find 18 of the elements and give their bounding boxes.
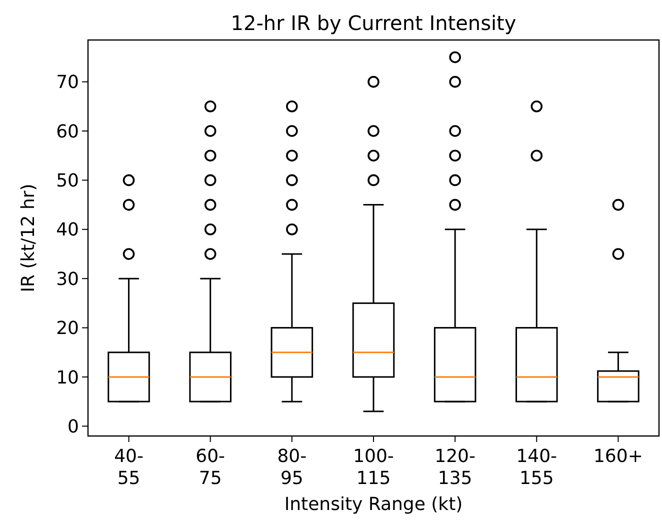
x-tick-label: 60-75	[196, 446, 226, 489]
x-tick-label: 120-135	[434, 446, 476, 489]
y-axis-title: IR (kt/12 hr)	[18, 184, 39, 292]
y-tick-label: 50	[56, 170, 79, 192]
x-tick-label: 80-95	[277, 446, 307, 489]
y-tick-label: 40	[56, 220, 79, 241]
y-tick-label: 20	[56, 318, 79, 340]
x-axis-title: Intensity Range (kt)	[284, 494, 463, 515]
chart-title: 12-hr IR by Current Intensity	[230, 11, 516, 35]
y-tick-label: 0	[68, 416, 79, 438]
x-tick-label: 160+	[593, 446, 643, 467]
y-tick-label: 30	[56, 268, 79, 290]
x-tick-label: 40-55	[114, 446, 144, 489]
x-tick-label: 140-155	[516, 446, 558, 489]
y-tick-label: 60	[56, 121, 79, 142]
y-tick-label: 70	[56, 72, 79, 94]
y-tick-label: 10	[56, 367, 79, 388]
x-tick-label: 100-115	[353, 446, 394, 489]
